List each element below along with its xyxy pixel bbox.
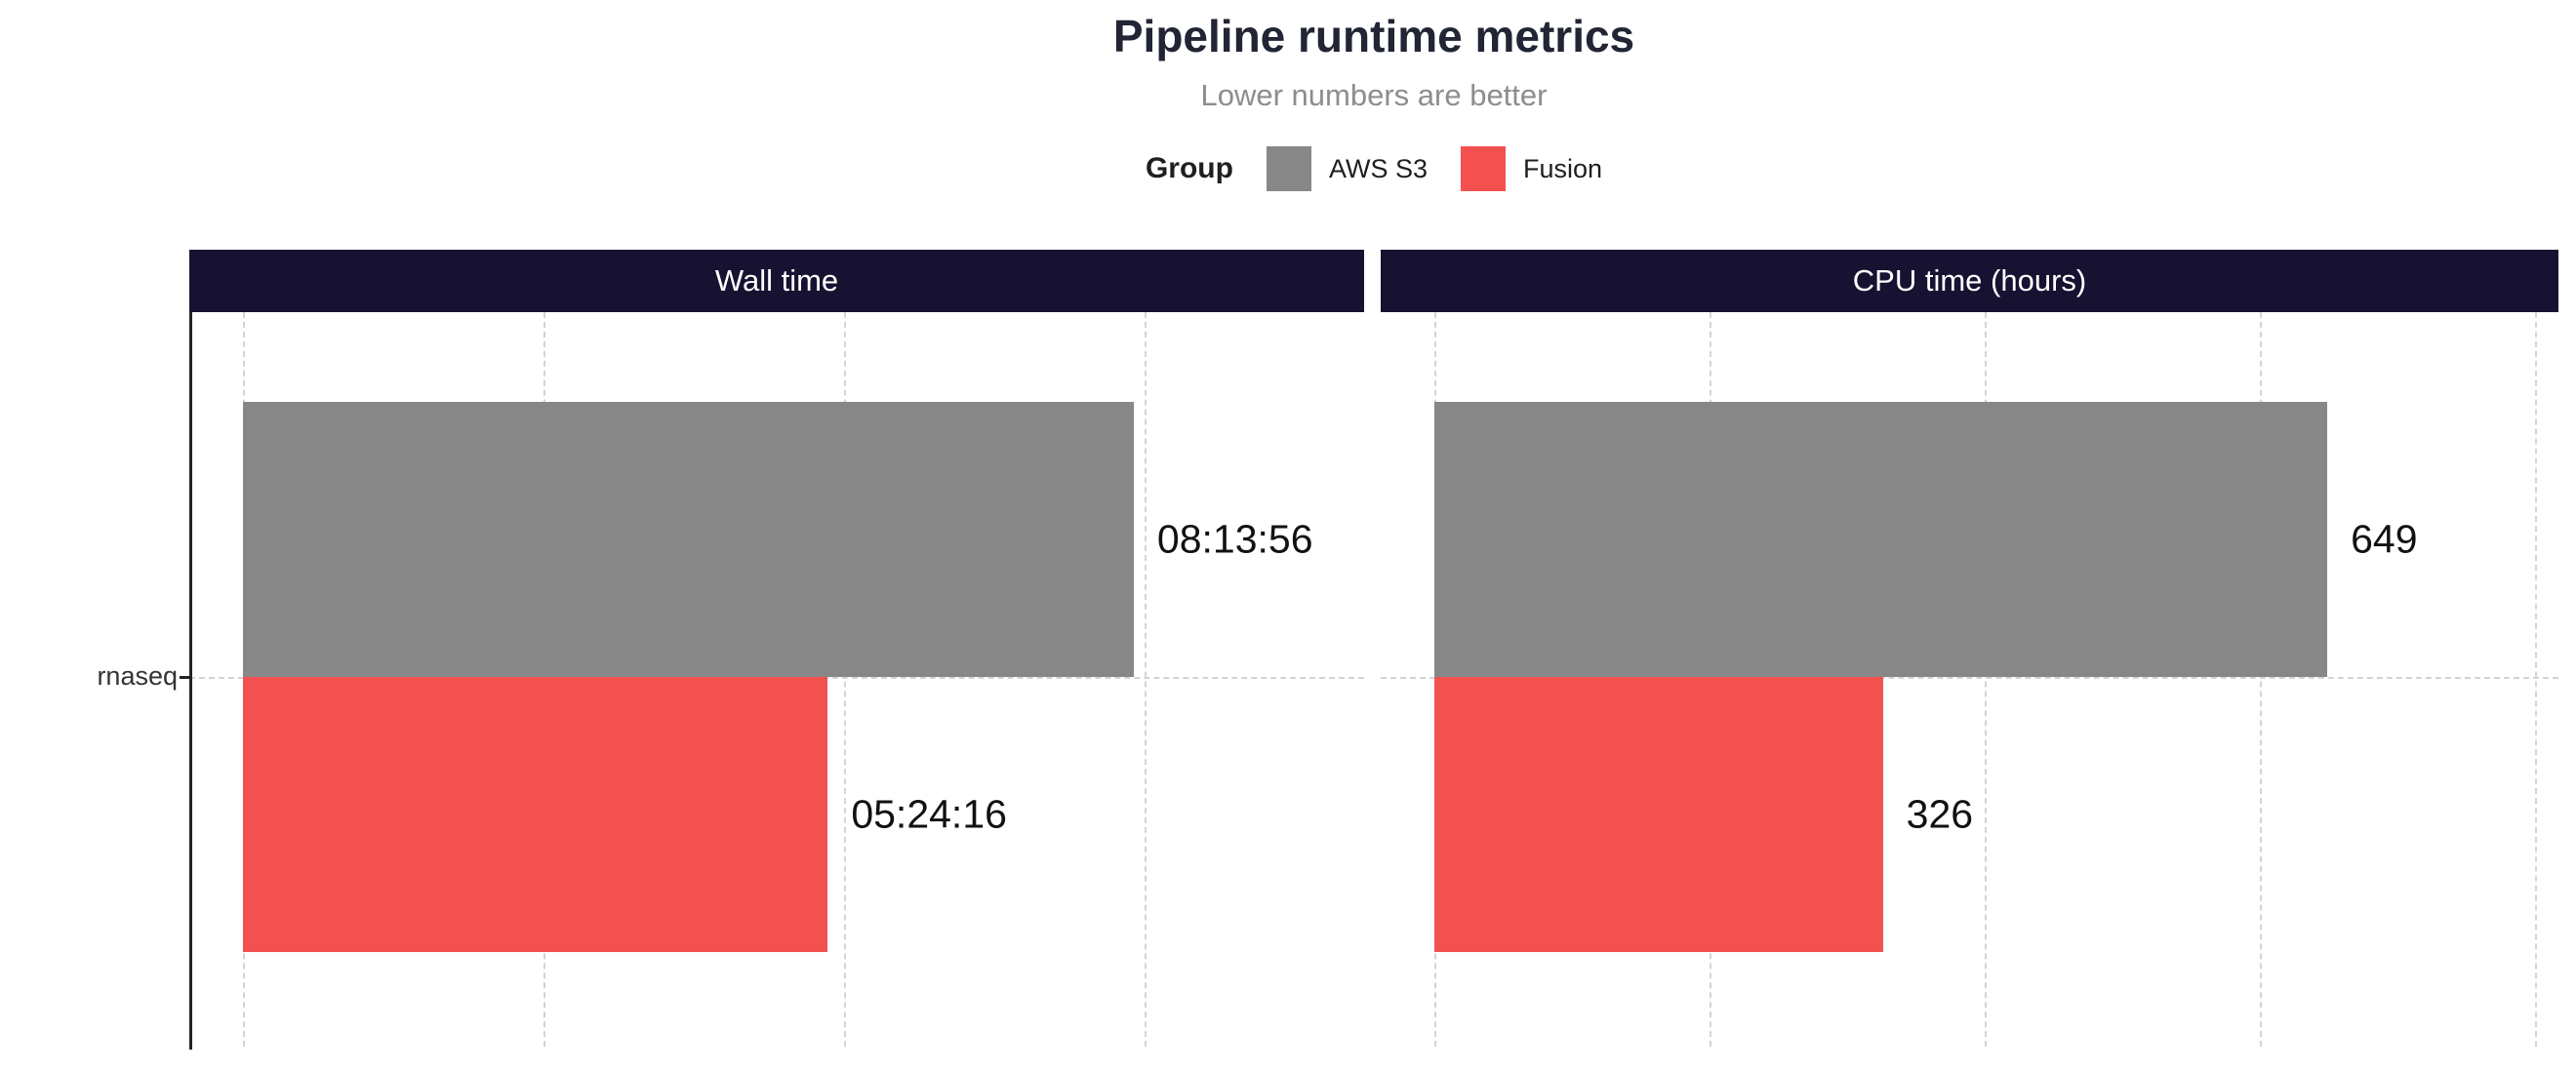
gridline-horizontal <box>1381 677 2558 679</box>
legend-title: Group <box>1145 152 1233 184</box>
legend-item-fusion: Fusion <box>1460 146 1603 191</box>
bar-value-label: 08:13:56 <box>1156 516 1313 562</box>
panel-wall-time: Wall time 08:13:56 05:24:16 <box>189 250 1364 1047</box>
bar-value-label: 326 <box>1906 791 1974 837</box>
gridline-vertical <box>2535 312 2538 1047</box>
panel-body-cpu-time: 649 326 <box>1381 312 2558 1047</box>
gridline-vertical <box>844 312 847 1047</box>
panel-cpu-time: CPU time (hours) 649 326 <box>1381 250 2558 1047</box>
panel-body-wall-time: 08:13:56 05:24:16 <box>189 312 1364 1047</box>
legend-item-aws-s3: AWS S3 <box>1266 146 1428 191</box>
y-axis-tick <box>180 676 189 679</box>
gridline-vertical <box>1985 312 1987 1047</box>
bar-value-label: 649 <box>2351 516 2418 562</box>
bar-fusion <box>1434 677 1883 952</box>
legend-swatch-fusion-icon <box>1460 146 1506 191</box>
bar-value-label: 05:24:16 <box>851 791 1007 837</box>
chart-title: Pipeline runtime metrics <box>1112 11 1635 61</box>
bar-aws-s3 <box>243 402 1134 677</box>
y-axis-line <box>189 312 192 1050</box>
legend-label-aws-s3: AWS S3 <box>1328 153 1428 183</box>
chart-header: Pipeline runtime metrics Lower numbers a… <box>189 0 2558 191</box>
gridline-vertical <box>2260 312 2263 1047</box>
legend-swatch-aws-s3-icon <box>1266 146 1311 191</box>
bar-fusion <box>243 677 828 952</box>
chart-subtitle: Lower numbers are better <box>1200 78 1548 112</box>
gridline-vertical <box>1145 312 1147 1047</box>
panel-strip-cpu-time: CPU time (hours) <box>1381 250 2558 312</box>
panel-strip-wall-time: Wall time <box>189 250 1364 312</box>
bar-aws-s3 <box>1434 402 2328 677</box>
legend: Group AWS S3 Fusion <box>189 146 2558 191</box>
y-axis-category-label: rnaseq <box>97 661 178 691</box>
legend-label-fusion: Fusion <box>1522 153 1603 183</box>
